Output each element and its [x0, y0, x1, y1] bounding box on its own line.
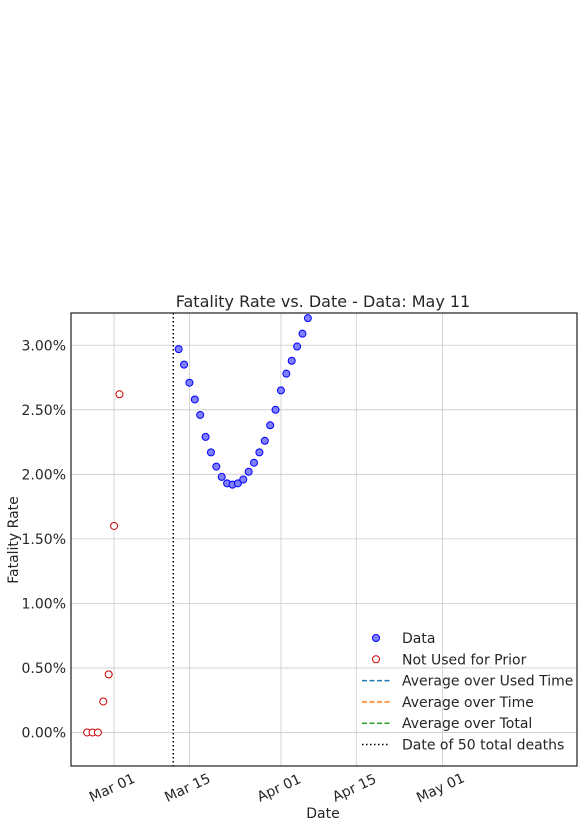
x-tick-label: Apr 15	[330, 771, 379, 805]
legend-entry: Not Used for Prior	[372, 652, 527, 668]
data-point	[271, 405, 280, 414]
not-used-point	[104, 670, 113, 679]
data-point	[250, 458, 259, 467]
data-point	[180, 360, 189, 369]
legend: Data Not Used for Prior Average over Used …	[362, 631, 573, 754]
data-point	[260, 436, 269, 445]
data-point	[185, 378, 194, 387]
data-point	[201, 432, 210, 441]
y-tick-label: 0.50%	[22, 661, 66, 677]
data-point	[190, 395, 199, 404]
x-tick-label: May 01	[414, 770, 467, 806]
legend-entry: Data	[372, 631, 435, 647]
data-point	[266, 421, 275, 430]
data-point	[293, 342, 302, 351]
legend-label: Average over Total	[402, 716, 532, 732]
data-point	[255, 448, 264, 457]
legend-label: Average over Time	[402, 695, 534, 711]
y-tick-label: 2.00%	[22, 467, 66, 483]
legend-label: Data	[402, 631, 435, 647]
legend-entry: Average over Total	[362, 716, 532, 732]
not-used-point	[99, 697, 108, 706]
y-axis-ticks: 0.00% 0.50% 1.00% 1.50% 2.00% 2.50% 3.00%	[22, 338, 66, 741]
legend-entry: Average over Time	[362, 695, 534, 711]
data-point	[196, 410, 205, 419]
data-point	[239, 475, 248, 484]
x-tick-label: Mar 01	[87, 771, 138, 806]
data-point	[174, 345, 183, 354]
grid	[71, 313, 577, 766]
plot-frame	[70, 312, 578, 767]
y-tick-label: 1.50%	[22, 532, 66, 548]
x-tick-label: Mar 15	[162, 771, 213, 806]
legend-marker	[372, 655, 380, 664]
x-axis-label: Date	[306, 806, 339, 822]
data-point	[303, 314, 312, 323]
y-tick-label: 0.00%	[22, 725, 66, 741]
not-used-point	[115, 390, 124, 399]
data-point	[212, 462, 221, 471]
data-point	[217, 472, 226, 481]
legend-label: Not Used for Prior	[402, 652, 527, 668]
data-points	[83, 314, 312, 737]
y-tick-label: 3.00%	[22, 338, 66, 354]
y-axis-label: Fatality Rate	[6, 496, 22, 584]
data-point	[244, 467, 253, 476]
data-point	[276, 386, 285, 395]
x-tick-label: Apr 01	[255, 771, 304, 805]
x-axis-ticks: Mar 01 Mar 15 Apr 01 Apr 15 May 01	[87, 770, 467, 806]
legend-entry: Average over Used Time	[362, 674, 573, 690]
not-used-point	[110, 521, 119, 530]
data-point	[206, 448, 215, 457]
legend-entry: Date of 50 total deaths	[362, 738, 564, 754]
y-tick-label: 1.00%	[22, 596, 66, 612]
legend-label: Date of 50 total deaths	[402, 738, 564, 754]
data-point	[233, 479, 242, 488]
not-used-point	[93, 728, 102, 737]
chart-title: Fatality Rate vs. Date - Data: May 11	[176, 292, 470, 311]
legend-marker	[372, 634, 380, 642]
legend-label: Average over Used Time	[402, 674, 573, 690]
data-point	[282, 369, 291, 378]
y-tick-label: 2.50%	[22, 403, 66, 419]
data-point	[287, 356, 296, 365]
data-point	[298, 329, 307, 338]
